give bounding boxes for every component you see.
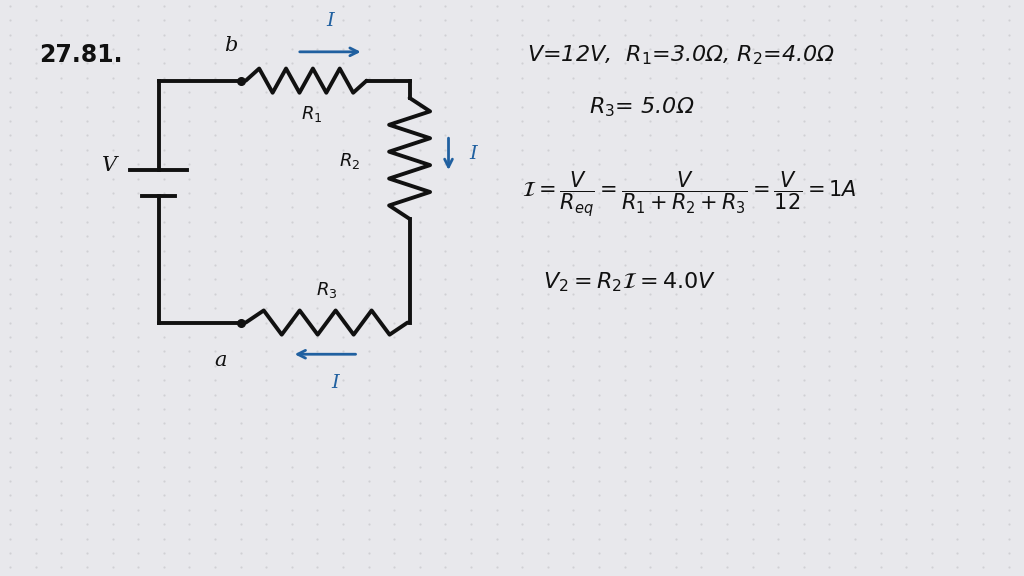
Text: 27.81.: 27.81. xyxy=(39,43,123,67)
Text: $R_3$: $R_3$ xyxy=(316,279,337,300)
Text: I: I xyxy=(327,12,334,30)
Text: $R_3$= 5.0Ω: $R_3$= 5.0Ω xyxy=(589,95,694,119)
Text: b: b xyxy=(223,36,238,55)
Text: V=12V,  $R_1$=3.0Ω, $R_2$=4.0Ω: V=12V, $R_1$=3.0Ω, $R_2$=4.0Ω xyxy=(527,43,836,67)
Text: I: I xyxy=(332,374,339,392)
Text: $V_2=R_2\mathcal{I}=4.0V$: $V_2=R_2\mathcal{I}=4.0V$ xyxy=(543,271,716,294)
Text: $R_2$: $R_2$ xyxy=(339,151,360,171)
Text: V: V xyxy=(102,156,117,175)
Text: a: a xyxy=(214,351,226,370)
Text: I: I xyxy=(469,145,477,163)
Text: $R_1$: $R_1$ xyxy=(301,104,322,124)
Text: $\mathcal{I}=\dfrac{V}{R_{eq}}=\dfrac{V}{R_1+R_2+R_3}=\dfrac{V}{12}=1A$: $\mathcal{I}=\dfrac{V}{R_{eq}}=\dfrac{V}… xyxy=(522,170,857,219)
